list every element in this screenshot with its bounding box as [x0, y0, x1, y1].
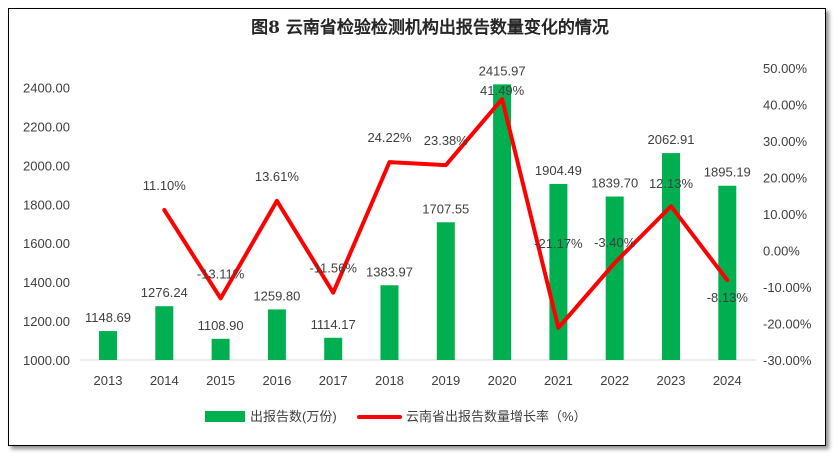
bar-data-label: 1707.55 — [422, 201, 469, 216]
legend-bar-label: 出报告数(万份) — [250, 409, 337, 424]
line-data-label: -11.56% — [309, 261, 357, 276]
bar — [662, 153, 680, 360]
bar — [718, 185, 737, 360]
bar-data-label: 1839.70 — [591, 176, 638, 191]
left-axis-tick: 1000.00 — [23, 353, 70, 368]
right-axis-tick: 0.00% — [763, 244, 800, 259]
x-axis-tick: 2016 — [262, 373, 291, 388]
legend-bar-swatch — [205, 411, 245, 422]
bar — [211, 338, 230, 360]
left-axis-tick: 1200.00 — [23, 314, 70, 329]
legend: 出报告数(万份) 云南省出报告数量增长率（%） — [205, 409, 587, 424]
line-data-label: -13.11% — [197, 266, 245, 281]
x-axis-tick: 2017 — [319, 373, 348, 388]
bar-data-label: 2415.97 — [479, 63, 526, 78]
bar-data-label: 1108.90 — [198, 318, 244, 333]
x-axis-tick: 2014 — [150, 373, 179, 388]
right-axis-tick: 20.00% — [763, 171, 808, 186]
x-axis-tick: 2019 — [431, 373, 460, 388]
bar — [324, 337, 343, 360]
bar — [493, 84, 512, 360]
line-data-label: 24.22% — [367, 130, 412, 145]
bar — [267, 309, 286, 360]
line-data-label: 41.49% — [480, 83, 525, 98]
right-axis-tick: -30.00% — [763, 353, 812, 368]
bar-data-label: 1904.49 — [535, 163, 582, 178]
bar — [155, 306, 174, 360]
x-axis-tick: 2024 — [713, 373, 742, 388]
x-axis-tick: 2020 — [488, 373, 517, 388]
bar — [436, 222, 455, 360]
chart-frame — [8, 8, 826, 446]
chart-title: 图8 云南省检验检测机构出报告数量变化的情况 — [251, 17, 609, 38]
line-data-label: 11.10% — [143, 178, 187, 193]
legend-line-label: 云南省出报告数量增长率（%） — [406, 409, 587, 424]
bar-data-label: 1259.80 — [253, 288, 300, 303]
right-axis-tick: -10.00% — [763, 280, 812, 295]
bar — [99, 331, 117, 360]
line-data-label: 23.38% — [424, 133, 469, 148]
line-data-label: -8.13% — [707, 290, 749, 305]
line-data-label: -21.17% — [534, 236, 583, 251]
bar — [549, 183, 568, 360]
bar-data-label: 2062.91 — [648, 132, 695, 147]
bar-data-label: 1383.97 — [366, 264, 413, 279]
right-axis-tick: 30.00% — [763, 134, 808, 149]
line-data-label: 13.61% — [255, 169, 300, 184]
bar-data-label: 1895.19 — [704, 165, 751, 180]
x-axis-tick: 2021 — [544, 373, 573, 388]
left-axis-tick: 1800.00 — [23, 197, 70, 212]
x-axis-tick: 2023 — [657, 373, 686, 388]
right-axis-tick: 40.00% — [763, 98, 808, 113]
growth-line — [162, 97, 730, 330]
right-axis-tick: 50.00% — [763, 61, 808, 76]
bar — [380, 285, 399, 360]
x-axis-tick: 2015 — [206, 373, 235, 388]
bar-data-label: 1276.24 — [141, 285, 188, 300]
bar-data-label: 1148.69 — [85, 310, 131, 325]
left-axis-tick: 2200.00 — [23, 119, 70, 134]
left-axis-tick: 1400.00 — [23, 275, 70, 290]
x-axis-tick: 2022 — [600, 373, 629, 388]
x-axis-tick: 2013 — [94, 373, 123, 388]
right-axis-tick: 10.00% — [763, 207, 808, 222]
left-axis-tick: 1600.00 — [23, 236, 70, 251]
x-axis-tick: 2018 — [375, 373, 404, 388]
left-axis-tick: 2400.00 — [23, 80, 70, 95]
bar — [605, 196, 624, 360]
right-axis-tick: -20.00% — [763, 317, 812, 332]
bar-data-label: 1114.17 — [311, 317, 356, 332]
left-axis-tick: 2000.00 — [23, 158, 70, 173]
line-data-label: -3.40% — [594, 235, 636, 250]
line-data-label: 12.13% — [649, 176, 694, 191]
